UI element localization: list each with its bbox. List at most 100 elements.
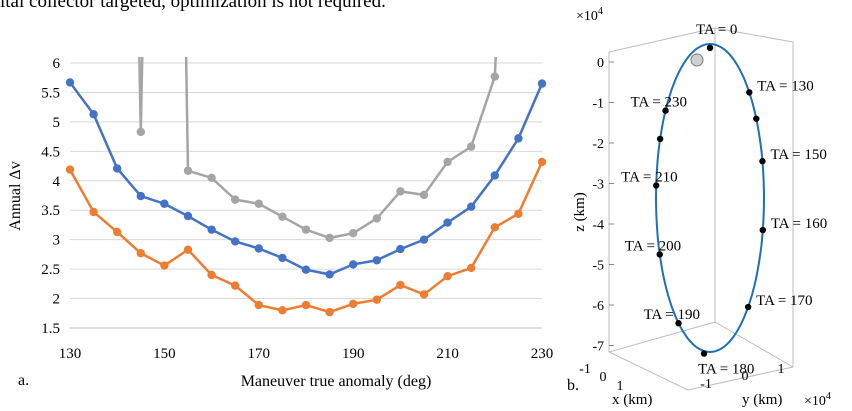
data-point xyxy=(231,281,240,290)
z-tick-label: -6 xyxy=(592,299,604,314)
ta-label: TA = 230 xyxy=(631,95,687,111)
x-tick-label: 190 xyxy=(342,346,365,362)
data-point xyxy=(514,134,523,143)
data-point xyxy=(89,110,98,119)
series-0 xyxy=(136,57,499,243)
data-point xyxy=(254,300,263,310)
x-tick-label-3d: 1 xyxy=(617,379,624,394)
data-point xyxy=(254,199,263,208)
body-text-fragment: ital collector targeted, optimization is… xyxy=(0,0,386,12)
y-tick-label: 4 xyxy=(53,174,61,190)
data-point xyxy=(396,280,405,290)
series-1 xyxy=(65,78,547,279)
data-point xyxy=(467,202,476,211)
data-point xyxy=(65,78,75,87)
orbit-point xyxy=(759,226,767,234)
data-point xyxy=(301,225,311,234)
z-tick-label: 0 xyxy=(597,56,604,71)
series-line xyxy=(68,161,544,314)
y-tick-label: 6 xyxy=(53,56,61,72)
data-point xyxy=(396,187,405,196)
ta-label: TA = 0 xyxy=(696,22,737,38)
data-point xyxy=(349,260,358,269)
z-tick-label: -4 xyxy=(592,218,604,233)
data-point xyxy=(301,265,311,274)
data-point xyxy=(231,237,240,246)
data-point xyxy=(301,300,311,310)
y-tick-label: 3.5 xyxy=(41,203,60,219)
y-axis-label-3d: y (km) xyxy=(742,392,782,408)
orbit-point xyxy=(759,158,766,165)
y-tick-label-3d: 0 xyxy=(742,369,749,384)
data-point xyxy=(372,295,381,304)
data-point xyxy=(443,157,452,167)
series-2 xyxy=(65,157,547,317)
y-tick-label: 2.5 xyxy=(41,262,60,278)
data-point xyxy=(183,245,193,254)
data-point xyxy=(467,263,476,273)
data-point xyxy=(372,256,381,265)
ta-label: TA = 150 xyxy=(770,147,826,163)
data-point xyxy=(65,165,75,174)
data-point xyxy=(396,244,405,254)
data-point xyxy=(349,299,358,309)
data-point xyxy=(207,270,216,280)
y-axis-label: Annual Δv xyxy=(7,161,24,230)
ta-label: TA = 200 xyxy=(625,238,681,254)
ta-label: TA = 170 xyxy=(756,293,812,309)
ta-label: TA = 210 xyxy=(621,170,677,186)
true-anomaly-labels: TA = 0 TA = 130 TA = 230 TA = 150 TA = 210 TA… xyxy=(621,22,827,378)
orbit-point xyxy=(675,320,682,327)
z-tick-label: -1 xyxy=(592,97,604,112)
axis-edge xyxy=(608,321,716,353)
data-point xyxy=(278,253,287,263)
data-point xyxy=(207,173,216,183)
axis-edge xyxy=(714,321,794,368)
panel-b-label: b. xyxy=(567,377,579,394)
z-tick-labels: 0 -1 -2 -3 -4 -5 -6 -7 xyxy=(592,56,614,355)
series-group xyxy=(65,57,547,317)
y-tick-labels: 1.5 2 2.5 3 3.5 4 4.5 5 5.5 6 xyxy=(41,56,60,337)
series-line xyxy=(138,57,498,240)
data-point xyxy=(113,164,122,173)
x-axis-label: Maneuver true anomaly (deg) xyxy=(241,373,432,390)
data-point xyxy=(325,233,334,243)
orbit-point xyxy=(744,303,752,311)
orbit-point xyxy=(656,251,663,258)
orbit-point xyxy=(662,107,669,114)
bottom-axes: -101 -10 1 xyxy=(579,362,784,394)
z-axis-label: z (km) xyxy=(572,192,588,232)
data-point xyxy=(183,166,193,175)
x-tick-label: 150 xyxy=(153,346,176,362)
data-point xyxy=(514,209,523,218)
x-tick-label: 130 xyxy=(59,346,82,362)
data-point xyxy=(160,199,169,208)
axes-box xyxy=(608,27,794,391)
x-tick-label-3d: 0 xyxy=(600,370,607,385)
orbit-point xyxy=(700,350,708,357)
orbit-point xyxy=(753,115,760,122)
data-point xyxy=(325,307,334,317)
data-point xyxy=(419,290,429,299)
panel-a-label: a. xyxy=(18,372,29,389)
exponent-label-bottom: ×104 xyxy=(804,391,831,409)
data-point xyxy=(443,218,452,227)
chart-a: 1.522.533.544.555.56 130 150 170 190 210 230 … xyxy=(7,56,554,390)
axis-edge xyxy=(608,351,689,391)
ta-label: TA = 160 xyxy=(771,216,827,232)
y-tick-label-3d: -1 xyxy=(700,377,712,392)
z-tick-label: -5 xyxy=(592,259,604,274)
data-point xyxy=(278,306,287,315)
orbit-point xyxy=(746,89,753,96)
data-point xyxy=(207,225,216,234)
y-tick-label: 3 xyxy=(53,233,61,249)
z-tick-label: -3 xyxy=(592,178,604,193)
data-point xyxy=(183,211,193,221)
data-point xyxy=(254,244,263,253)
data-point xyxy=(419,190,429,200)
exponent-label-top: ×104 xyxy=(576,6,603,24)
x-tick-label: 230 xyxy=(531,346,554,362)
data-point xyxy=(372,214,381,223)
ta-label: TA = 130 xyxy=(757,78,813,94)
